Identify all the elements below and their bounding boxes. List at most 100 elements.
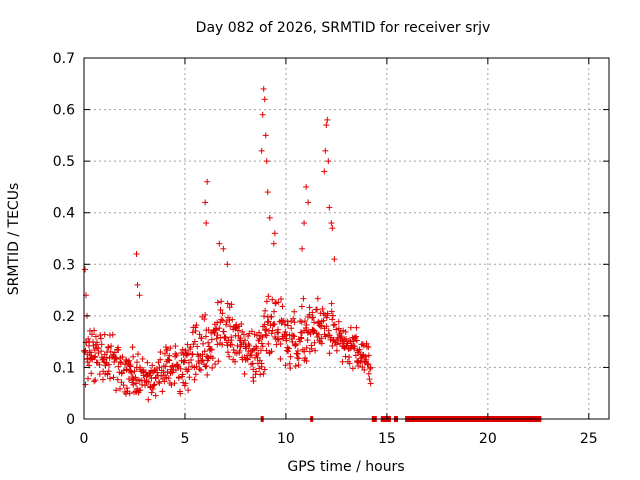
data-point xyxy=(149,386,156,393)
data-point xyxy=(101,331,108,338)
data-point xyxy=(265,293,272,300)
data-point xyxy=(161,378,168,385)
data-point xyxy=(122,361,129,368)
data-point xyxy=(201,348,208,355)
data-point xyxy=(88,331,95,338)
data-point xyxy=(261,96,268,103)
data-point xyxy=(207,345,214,352)
data-point xyxy=(214,332,221,339)
data-point xyxy=(208,346,215,353)
data-point xyxy=(242,337,249,344)
data-point xyxy=(303,183,310,190)
data-point xyxy=(157,356,164,363)
data-point xyxy=(185,366,192,373)
data-point xyxy=(350,338,357,345)
data-point xyxy=(169,363,176,370)
data-point xyxy=(96,361,103,368)
data-point xyxy=(110,374,117,381)
data-point xyxy=(142,382,149,389)
data-point xyxy=(333,326,340,333)
data-point xyxy=(333,347,340,354)
data-point xyxy=(96,371,103,378)
data-point xyxy=(312,347,319,354)
data-point xyxy=(326,204,333,211)
data-point xyxy=(108,343,115,350)
data-point xyxy=(265,340,272,347)
data-point xyxy=(120,367,127,374)
data-point xyxy=(205,339,212,346)
data-point xyxy=(211,330,218,337)
x-tick-label: 20 xyxy=(479,431,497,447)
data-point xyxy=(288,325,295,332)
y-axis-label: SRMTID / TECUs xyxy=(6,183,22,296)
x-tick-label: 5 xyxy=(181,431,190,447)
data-point xyxy=(283,337,290,344)
data-point xyxy=(321,168,328,175)
data-point xyxy=(250,378,257,385)
data-point xyxy=(168,381,175,388)
data-point xyxy=(366,376,373,383)
data-point xyxy=(356,346,363,353)
data-point xyxy=(182,380,189,387)
data-point xyxy=(84,359,91,366)
data-point xyxy=(247,352,254,359)
data-point xyxy=(162,344,169,351)
data-point xyxy=(277,340,284,347)
data-point xyxy=(314,306,321,313)
data-point xyxy=(264,189,271,196)
data-point xyxy=(323,323,330,330)
data-point xyxy=(269,327,276,334)
data-point xyxy=(115,347,122,354)
data-point xyxy=(204,371,211,378)
data-point xyxy=(275,336,282,343)
data-point xyxy=(296,338,303,345)
data-point xyxy=(107,348,114,355)
data-point xyxy=(328,300,335,307)
data-point xyxy=(330,322,337,329)
data-point xyxy=(362,353,369,360)
data-point xyxy=(367,364,374,371)
data-point xyxy=(217,306,224,313)
data-point xyxy=(353,324,360,331)
data-point xyxy=(152,392,159,399)
data-point xyxy=(367,365,374,372)
data-point xyxy=(224,349,231,356)
data-point xyxy=(234,342,241,349)
data-point xyxy=(263,298,270,305)
data-point xyxy=(120,382,127,389)
data-point xyxy=(203,362,210,369)
data-point xyxy=(224,342,231,349)
data-point xyxy=(244,356,251,363)
data-point xyxy=(270,240,277,247)
data-point xyxy=(351,345,358,352)
grid-lines xyxy=(84,58,609,419)
data-point xyxy=(282,321,289,328)
data-point xyxy=(191,376,198,383)
data-point xyxy=(113,387,120,394)
data-point xyxy=(237,335,244,342)
data-point xyxy=(351,343,358,350)
data-point xyxy=(353,337,360,344)
data-point xyxy=(298,335,305,342)
x-tick-label: 25 xyxy=(580,431,598,447)
data-point xyxy=(305,199,312,206)
data-point xyxy=(271,230,278,237)
data-point xyxy=(129,344,136,351)
data-point xyxy=(258,147,265,154)
data-point xyxy=(325,327,332,334)
x-tick-label: 0 xyxy=(80,431,89,447)
data-point xyxy=(189,350,196,357)
data-point xyxy=(185,387,192,394)
data-point xyxy=(148,389,155,396)
y-tick-label: 0.1 xyxy=(53,360,75,376)
data-point xyxy=(149,362,156,369)
data-point xyxy=(162,363,169,370)
data-point xyxy=(97,332,104,339)
data-point xyxy=(365,360,372,367)
data-point xyxy=(145,379,152,386)
data-point xyxy=(85,375,92,382)
data-point xyxy=(159,375,166,382)
data-point xyxy=(88,370,95,377)
data-point xyxy=(331,321,338,328)
data-point xyxy=(115,363,122,370)
